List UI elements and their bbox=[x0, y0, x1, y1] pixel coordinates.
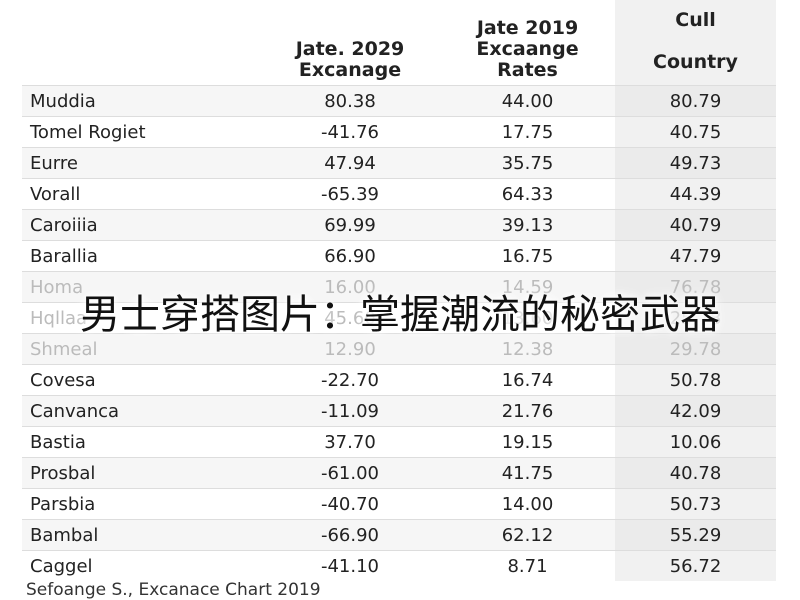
cell: 14.59 bbox=[440, 271, 615, 303]
header-cell bbox=[22, 0, 260, 86]
table-row: Bastia 37.70 19.15 10.06 bbox=[22, 426, 776, 458]
cell: -11.09 bbox=[260, 395, 440, 427]
header-row: Jate. 2029 Excanage Jate 2019 Excaange Ra… bbox=[22, 0, 776, 86]
table-row: Eurre 47.94 35.75 49.73 bbox=[22, 147, 776, 179]
cell: 16.74 bbox=[440, 364, 615, 396]
cell: 69.99 bbox=[260, 209, 440, 241]
cell: 8.71 bbox=[440, 550, 615, 581]
row-label: Eurre bbox=[22, 147, 260, 179]
cell: 64.33 bbox=[440, 178, 615, 210]
row-label: Parsbia bbox=[22, 488, 260, 520]
cell: 12.38 bbox=[440, 333, 615, 365]
cell: 50.73 bbox=[615, 488, 776, 520]
cell: 35.75 bbox=[440, 147, 615, 179]
table-row: Prosbal -61.00 41.75 40.78 bbox=[22, 457, 776, 489]
table-row: Shmeal 12.90 12.38 29.78 bbox=[22, 333, 776, 365]
row-label: Homa bbox=[22, 271, 260, 303]
table-row: Hqllaa 45.60 13.60 25.78 bbox=[22, 302, 776, 334]
column-header: Jate 2019 Excaange Rates bbox=[476, 17, 579, 81]
cell: 55.29 bbox=[615, 519, 776, 551]
cell: 62.12 bbox=[440, 519, 615, 551]
table-row: Vorall -65.39 64.33 44.39 bbox=[22, 178, 776, 210]
cell: 16.75 bbox=[440, 240, 615, 272]
row-label: Tomel Rogiet bbox=[22, 116, 260, 148]
cell: 16.00 bbox=[260, 271, 440, 303]
cell: 47.79 bbox=[615, 240, 776, 272]
cell: 47.94 bbox=[260, 147, 440, 179]
row-label: Covesa bbox=[22, 364, 260, 396]
table-row: Bambal -66.90 62.12 55.29 bbox=[22, 519, 776, 551]
row-label: Bastia bbox=[22, 426, 260, 458]
row-label: Bambal bbox=[22, 519, 260, 551]
cell: 39.13 bbox=[440, 209, 615, 241]
caption: Sefoange S., Excanace Chart 2019 bbox=[26, 580, 321, 600]
table-row: Canvanca -11.09 21.76 42.09 bbox=[22, 395, 776, 427]
table-row: Caggel -41.10 8.71 56.72 bbox=[22, 550, 776, 581]
table-row: Tomel Rogiet -41.76 17.75 40.75 bbox=[22, 116, 776, 148]
cell: 44.00 bbox=[440, 85, 615, 117]
row-label: Caroiiia bbox=[22, 209, 260, 241]
cell: 21.76 bbox=[440, 395, 615, 427]
cell: 66.90 bbox=[260, 240, 440, 272]
cell: 13.60 bbox=[440, 302, 615, 334]
cell: -61.00 bbox=[260, 457, 440, 489]
row-label: Shmeal bbox=[22, 333, 260, 365]
cell: 40.75 bbox=[615, 116, 776, 148]
cell: 45.60 bbox=[260, 302, 440, 334]
cell: 56.72 bbox=[615, 550, 776, 581]
column-header: Jate. 2029 Excanage bbox=[295, 38, 405, 81]
table-row: Covesa -22.70 16.74 50.78 bbox=[22, 364, 776, 396]
row-label: Vorall bbox=[22, 178, 260, 210]
cell: 44.39 bbox=[615, 178, 776, 210]
cell: 25.78 bbox=[615, 302, 776, 334]
row-label: Barallia bbox=[22, 240, 260, 272]
row-label: Muddia bbox=[22, 85, 260, 117]
cell: -66.90 bbox=[260, 519, 440, 551]
cell: -40.70 bbox=[260, 488, 440, 520]
table-row: Homa 16.00 14.59 76.78 bbox=[22, 271, 776, 303]
row-label: Hqllaa bbox=[22, 302, 260, 334]
overlay-text: 男士穿搭图片：掌握潮流的秘密武器 bbox=[80, 292, 720, 338]
cell: 40.79 bbox=[615, 209, 776, 241]
cell: -65.39 bbox=[260, 178, 440, 210]
cell: 80.38 bbox=[260, 85, 440, 117]
table-row: Muddia 80.38 44.00 80.79 bbox=[22, 85, 776, 117]
row-label: Canvanca bbox=[22, 395, 260, 427]
table-row: Barallia 66.90 16.75 47.79 bbox=[22, 240, 776, 272]
cell: 41.75 bbox=[440, 457, 615, 489]
cell: -22.70 bbox=[260, 364, 440, 396]
cell: 37.70 bbox=[260, 426, 440, 458]
cell: 29.78 bbox=[615, 333, 776, 365]
cell: 19.15 bbox=[440, 426, 615, 458]
cell: 17.75 bbox=[440, 116, 615, 148]
cell: 10.06 bbox=[615, 426, 776, 458]
cell: 42.09 bbox=[615, 395, 776, 427]
cell: 76.78 bbox=[615, 271, 776, 303]
row-label: Caggel bbox=[22, 550, 260, 581]
column-header: Cull Country bbox=[615, 0, 776, 86]
cell: 12.90 bbox=[260, 333, 440, 365]
table-row: Parsbia -40.70 14.00 50.73 bbox=[22, 488, 776, 520]
cell: 49.73 bbox=[615, 147, 776, 179]
exchange-table: Jate. 2029 Excanage Jate 2019 Excaange Ra… bbox=[22, 0, 776, 581]
row-label: Prosbal bbox=[22, 457, 260, 489]
table-row: Caroiiia 69.99 39.13 40.79 bbox=[22, 209, 776, 241]
cell: 14.00 bbox=[440, 488, 615, 520]
cell: 80.79 bbox=[615, 85, 776, 117]
table-body: Muddia 80.38 44.00 80.79 Tomel Rogiet -41.76 1… bbox=[22, 85, 776, 581]
cell: -41.10 bbox=[260, 550, 440, 581]
cell: -41.76 bbox=[260, 116, 440, 148]
cell: 40.78 bbox=[615, 457, 776, 489]
cell: 50.78 bbox=[615, 364, 776, 396]
